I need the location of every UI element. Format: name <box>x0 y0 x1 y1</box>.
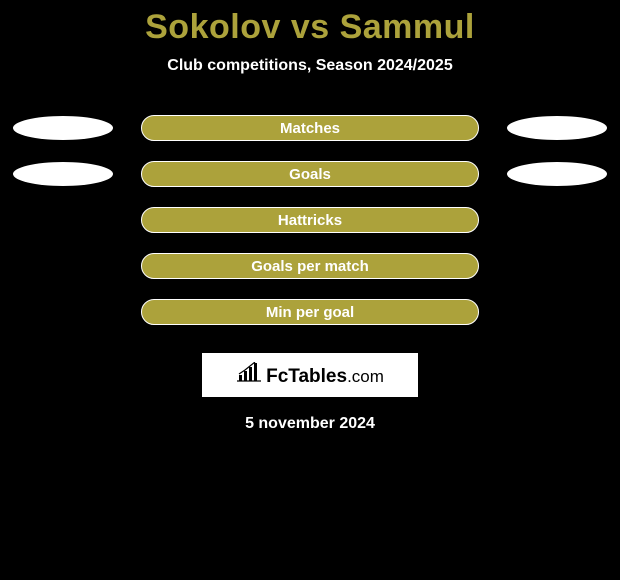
stat-label: Hattricks <box>278 212 342 229</box>
page-date: 5 november 2024 <box>0 415 620 433</box>
stat-row: Min per goal <box>10 299 610 325</box>
stat-label: Matches <box>280 120 340 137</box>
logo-badge: FcTables.com <box>202 353 418 397</box>
page-subtitle: Club competitions, Season 2024/2025 <box>0 57 620 75</box>
stat-bar: Goals <box>141 161 479 187</box>
bar-chart-icon <box>236 362 262 382</box>
stat-bar: Goals per match <box>141 253 479 279</box>
logo-text: FcTables.com <box>266 366 384 388</box>
left-value-chip <box>13 116 113 140</box>
stat-row: Goals per match <box>10 253 610 279</box>
page-title: Sokolov vs Sammul <box>0 8 620 47</box>
stat-label: Goals per match <box>251 258 369 275</box>
stat-row: Hattricks <box>10 207 610 233</box>
right-value-chip <box>507 162 607 186</box>
fctables-logo: FcTables.com <box>236 362 384 388</box>
stat-label: Min per goal <box>266 304 354 321</box>
stat-bar: Hattricks <box>141 207 479 233</box>
logo-brand: FcTables <box>266 366 347 387</box>
stat-row: Goals <box>10 161 610 187</box>
right-value-chip <box>507 116 607 140</box>
stat-row: Matches <box>10 115 610 141</box>
stat-label: Goals <box>289 166 331 183</box>
stat-bar: Min per goal <box>141 299 479 325</box>
stat-bar: Matches <box>141 115 479 141</box>
logo-suffix: .com <box>347 367 384 386</box>
stat-rows: Matches Goals Hattricks Goals per match … <box>0 115 620 325</box>
left-value-chip <box>13 162 113 186</box>
